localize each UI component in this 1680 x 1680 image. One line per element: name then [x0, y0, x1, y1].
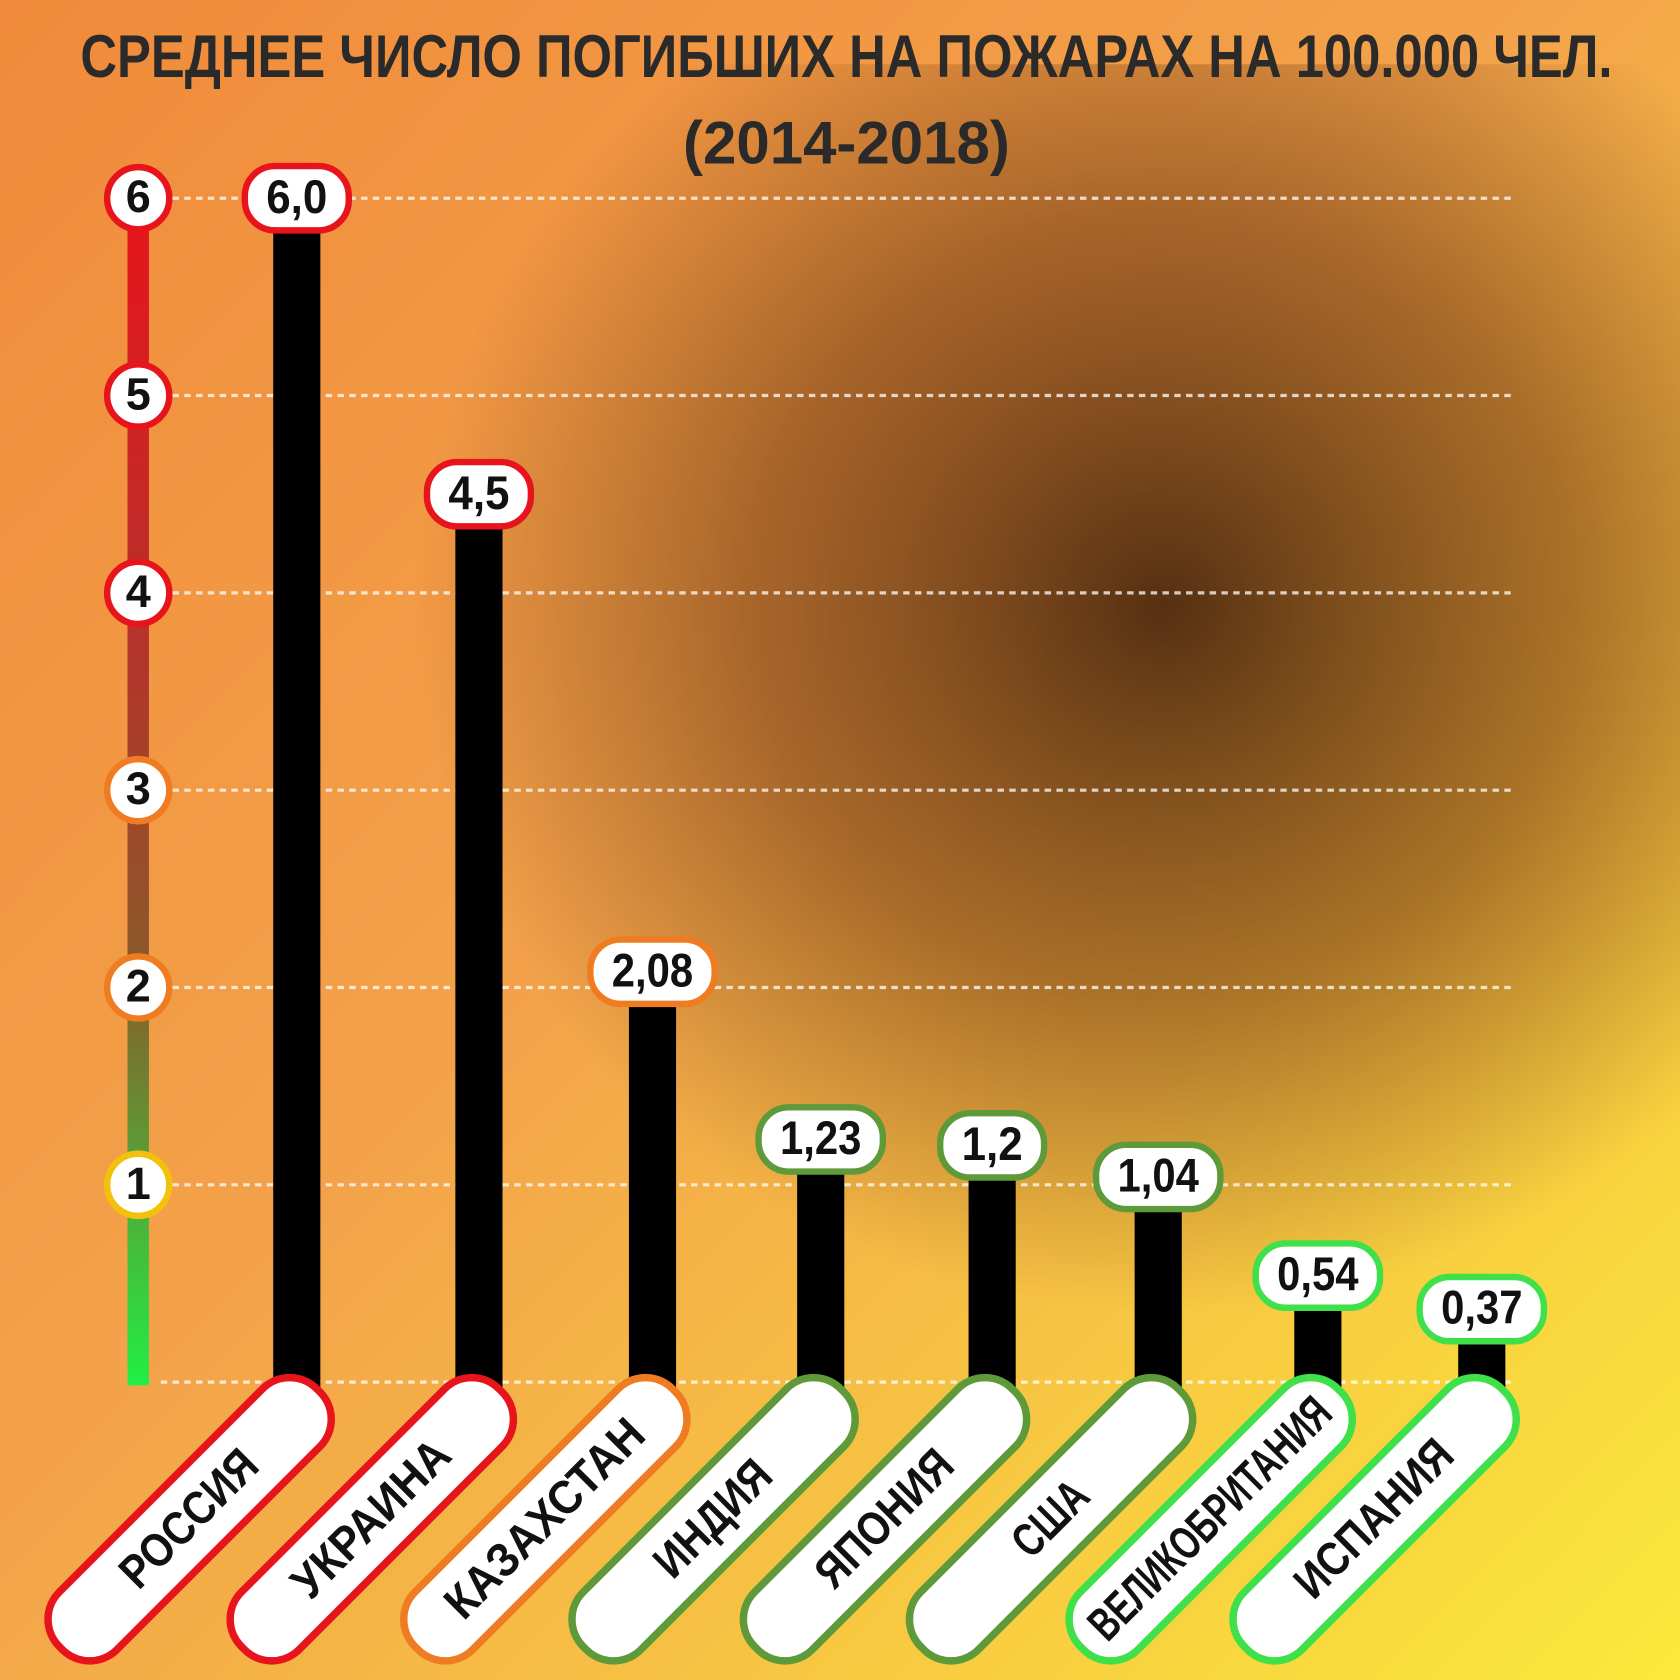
value-label-pill [1416, 1273, 1548, 1345]
category-pill [400, 1373, 691, 1665]
category-pill [1065, 1373, 1357, 1665]
category-pill [44, 1373, 335, 1665]
bar [968, 1145, 1016, 1404]
bar [1134, 1176, 1182, 1404]
bar [797, 1139, 845, 1404]
value-label: 0,37 [1441, 1281, 1522, 1334]
y-tick-marker [103, 755, 173, 825]
category-pill [568, 1373, 859, 1665]
bar [455, 494, 503, 1404]
value-label-pill [755, 1104, 887, 1175]
y-tick-label: 5 [126, 369, 151, 420]
y-tick-marker [103, 558, 173, 628]
y-tick-marker [103, 361, 173, 430]
category-label-group: ЯПОНИЯ [739, 1373, 1031, 1665]
value-label: 2,08 [612, 943, 693, 996]
chart-subtitle: (2014-2018) [683, 110, 1010, 177]
value-label-pill [1252, 1240, 1384, 1311]
value-label-pill [423, 458, 535, 530]
bar [273, 198, 321, 1404]
value-label-pill [587, 936, 718, 1008]
y-tick-marker [103, 953, 173, 1022]
y-tick-label: 1 [126, 1158, 151, 1209]
y-tick-marker [103, 163, 173, 233]
y-tick-marker [103, 1150, 173, 1220]
value-label: 4,5 [448, 466, 509, 519]
y-tick-label: 3 [126, 763, 151, 814]
value-label: 1,04 [1118, 1149, 1199, 1202]
value-label-pill [241, 162, 352, 234]
value-label-pill [1092, 1141, 1224, 1213]
value-label: 1,2 [962, 1117, 1023, 1170]
value-label-pill [936, 1110, 1048, 1181]
y-tick-label: 2 [126, 961, 151, 1012]
value-label: 1,23 [780, 1111, 861, 1164]
y-tick-label: 6 [126, 171, 151, 222]
bar [628, 971, 677, 1404]
category-pill [1229, 1373, 1520, 1665]
chart-title: СРЕДНЕЕ ЧИСЛО ПОГИБШИХ НА ПОЖАРАХ НА 100… [80, 23, 1612, 90]
category-pill [739, 1373, 1031, 1665]
category-pill [905, 1373, 1197, 1665]
y-tick-label: 4 [126, 566, 151, 617]
value-label: 0,54 [1277, 1247, 1358, 1300]
category-pill [226, 1373, 518, 1665]
value-label: 6,0 [266, 170, 327, 223]
